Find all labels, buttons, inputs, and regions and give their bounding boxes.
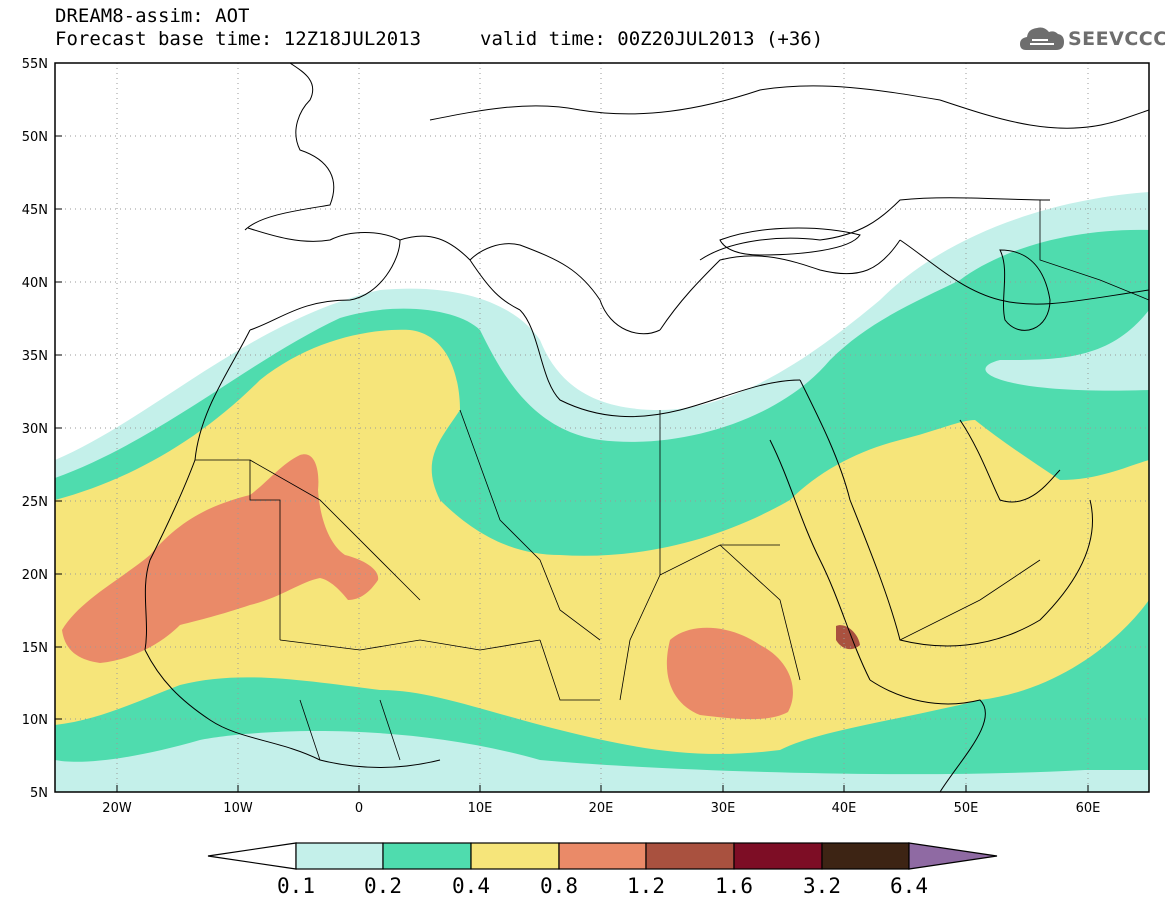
map-title: DREAM8-assim: AOT <box>55 5 250 27</box>
lon-label: 50E <box>954 801 979 816</box>
seevccc-logo: SEEVCCC <box>1018 22 1165 56</box>
colorbar-cell <box>207 842 297 870</box>
colorbar-cell <box>382 842 472 870</box>
country-borders <box>195 200 1149 761</box>
colorbar-label: 1.2 <box>627 874 665 898</box>
logo-text: SEEVCCC <box>1068 28 1165 50</box>
lon-label: 60E <box>1076 801 1101 816</box>
axis-ticks <box>55 135 1089 792</box>
aot-band-0.8-west <box>62 454 379 663</box>
colorbar-cell <box>295 842 384 870</box>
lat-label: 15N <box>22 641 48 656</box>
forecast-base-time: Forecast base time: 12Z18JUL2013 <box>55 28 422 50</box>
colorbar-cell <box>908 842 998 870</box>
lat-label: 50N <box>22 130 48 145</box>
lat-label: 35N <box>22 349 48 364</box>
lat-label: 5N <box>30 786 48 801</box>
colorbar-label: 6.4 <box>890 874 928 898</box>
colorbar-label: 0.4 <box>452 874 490 898</box>
lat-label: 30N <box>22 422 48 437</box>
colorbar-cell <box>821 842 910 870</box>
lat-label: 40N <box>22 276 48 291</box>
lat-label: 20N <box>22 568 48 583</box>
valid-time: valid time: 00Z20JUL2013 (+36) <box>480 28 824 50</box>
lat-label: 25N <box>22 495 48 510</box>
colorbar-label: 0.1 <box>277 874 315 898</box>
colorbar-cell <box>733 842 823 870</box>
lon-label: 20W <box>102 801 132 816</box>
lon-label: 40E <box>832 801 857 816</box>
colorbar-label: 3.2 <box>803 874 841 898</box>
colorbar-cell <box>470 842 560 870</box>
lon-label: 10W <box>223 801 253 816</box>
colorbar-label: 0.8 <box>540 874 578 898</box>
lat-label: 55N <box>22 57 48 72</box>
lon-label: 0 <box>355 801 363 816</box>
colorbar-label: 1.6 <box>715 874 753 898</box>
aot-band-0.4 <box>55 329 1149 754</box>
lat-label: 10N <box>22 713 48 728</box>
colorbar-cell <box>645 842 735 870</box>
colorbar-label: 0.2 <box>364 874 402 898</box>
colorbar-cell <box>558 842 647 870</box>
lon-label: 30E <box>711 801 736 816</box>
cloud-icon <box>1020 27 1064 50</box>
aot-band-0.8-east <box>666 627 793 720</box>
lon-label: 10E <box>468 801 493 816</box>
lat-label: 45N <box>22 203 48 218</box>
lon-label: 20E <box>589 801 614 816</box>
